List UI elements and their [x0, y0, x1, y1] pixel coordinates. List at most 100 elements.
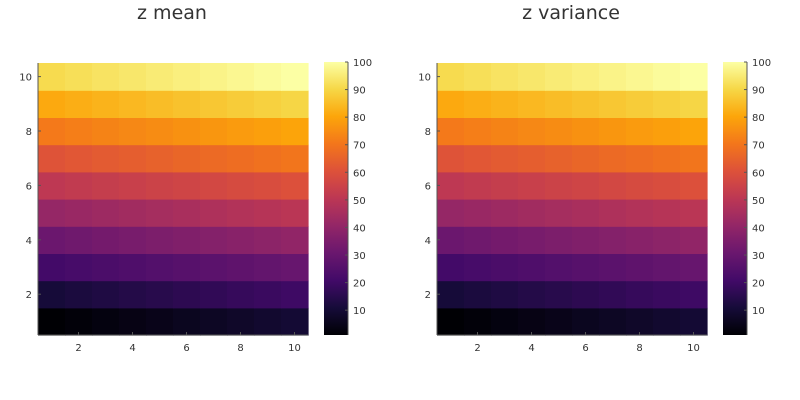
heatmap-cell — [173, 144, 201, 173]
heatmap-cell — [653, 144, 681, 173]
heatmap-cell — [227, 226, 255, 254]
heatmap-cell — [572, 63, 600, 91]
heatmap-cell — [200, 117, 228, 146]
heatmap-cell — [38, 117, 66, 146]
heatmap-cell — [491, 171, 519, 200]
heatmap-cell — [281, 307, 309, 336]
heatmap-cell — [518, 63, 546, 91]
colorbar-tick-label: 50 — [752, 196, 765, 207]
heatmap-cell — [599, 117, 627, 146]
heatmap-cell — [437, 117, 465, 146]
colorbar-tick-label: 80 — [752, 113, 765, 124]
heatmap-cell — [626, 144, 654, 173]
heatmap-cell — [92, 144, 120, 173]
heatmap-cell — [680, 307, 708, 336]
colorbar-tick-label: 70 — [353, 141, 366, 152]
heatmap-cell — [92, 171, 120, 200]
heatmap-cell — [281, 199, 309, 227]
heatmap-cell — [599, 253, 627, 282]
heatmap-cell — [653, 90, 681, 118]
heatmap-cell — [626, 117, 654, 146]
heatmap-cell — [518, 90, 546, 118]
colorbar-tick-label: 100 — [353, 58, 372, 69]
heatmap-cell — [200, 253, 228, 282]
heatmap-cell — [653, 117, 681, 146]
y-tick-label: 6 — [26, 181, 32, 192]
heatmap-cell — [65, 307, 93, 336]
heatmap-cell — [599, 144, 627, 173]
heatmap-cell — [464, 117, 492, 146]
heatmap-cell — [92, 280, 120, 309]
heatmap-cell — [680, 117, 708, 146]
heatmap-cell — [437, 307, 465, 336]
heatmap-cell — [227, 63, 255, 91]
colorbar-tick-label: 60 — [752, 168, 765, 179]
heatmap-cell — [92, 63, 120, 91]
heatmap-cell — [464, 226, 492, 254]
heatmap-cell — [38, 90, 66, 118]
x-tick-label: 8 — [636, 343, 642, 354]
x-tick-label: 10 — [687, 343, 700, 354]
heatmap-cell — [227, 280, 255, 309]
heatmap-cell — [146, 280, 174, 309]
heatmap-cell — [518, 144, 546, 173]
heatmap-cell — [653, 280, 681, 309]
heatmap-cell — [626, 90, 654, 118]
heatmap-cell — [65, 226, 93, 254]
heatmap-cell — [254, 90, 282, 118]
heatmap-cell — [65, 199, 93, 227]
heatmap-cell — [173, 226, 201, 254]
heatmap-cell — [65, 280, 93, 309]
heatmap-cell — [518, 280, 546, 309]
colorbar-tick-label: 10 — [353, 306, 366, 317]
heatmap-cell — [545, 280, 573, 309]
heatmap-cell — [572, 199, 600, 227]
colorbar-tick-label: 40 — [752, 223, 765, 234]
heatmap-cell — [680, 226, 708, 254]
y-tick-label: 10 — [418, 73, 431, 84]
heatmap-cell — [38, 63, 66, 91]
heatmap-cell — [65, 63, 93, 91]
heatmap-cell — [599, 280, 627, 309]
heatmap-cell — [38, 144, 66, 173]
chart-title: z variance — [522, 2, 620, 24]
heatmap-cell — [491, 199, 519, 227]
heatmap-panel-2: z variance 2 4 6 8 10 2 4 6 8 10 10 20 30 40 50 60 70 80 90… — [418, 2, 771, 354]
heatmap-cell — [626, 226, 654, 254]
x-tick-label: 4 — [129, 343, 135, 354]
heatmap-cell — [491, 253, 519, 282]
heatmap-cell — [518, 226, 546, 254]
colorbar-tick-label: 20 — [752, 279, 765, 290]
heatmap-cell — [572, 307, 600, 336]
heatmap-cell — [146, 199, 174, 227]
heatmap-cell — [680, 199, 708, 227]
heatmap-cell — [173, 307, 201, 336]
heatmap-cell — [437, 253, 465, 282]
heatmap-cell — [491, 226, 519, 254]
heatmap-cell — [518, 117, 546, 146]
heatmap-cell — [254, 117, 282, 146]
heatmap-cell — [92, 307, 120, 336]
heatmap-cell — [545, 226, 573, 254]
heatmap-cell — [254, 171, 282, 200]
heatmap-cell — [200, 226, 228, 254]
heatmap-cell — [65, 117, 93, 146]
heatmap-cell — [599, 226, 627, 254]
heatmap-cell — [200, 199, 228, 227]
heatmap-cell — [119, 307, 147, 336]
heatmap-cell — [146, 253, 174, 282]
heatmap-cell — [119, 144, 147, 173]
x-tick-label: 8 — [237, 343, 243, 354]
heatmap-cell — [437, 280, 465, 309]
heatmap-cell — [254, 226, 282, 254]
heatmap-cell — [680, 171, 708, 200]
heatmap-cell — [119, 171, 147, 200]
heatmap-cell — [599, 199, 627, 227]
heatmap-cell — [572, 117, 600, 146]
heatmap-cell — [200, 171, 228, 200]
heatmap-cell — [92, 199, 120, 227]
x-tick-label: 6 — [183, 343, 189, 354]
heatmap-cell — [119, 117, 147, 146]
heatmap-cell — [491, 280, 519, 309]
y-tick-label: 2 — [425, 290, 431, 301]
